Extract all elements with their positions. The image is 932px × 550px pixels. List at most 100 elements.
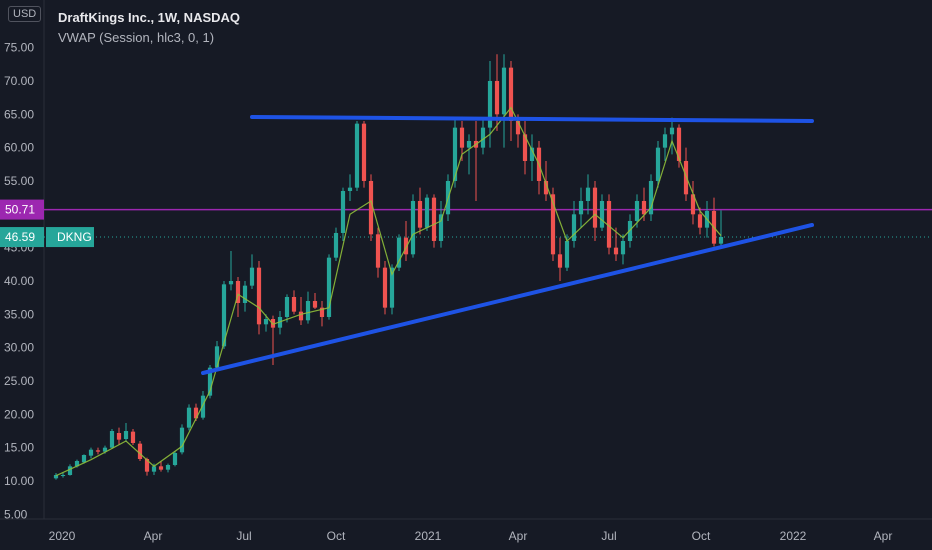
candle-body <box>641 200 647 215</box>
candle <box>508 60 514 141</box>
candle <box>592 180 598 241</box>
candle <box>606 194 612 255</box>
candle-body <box>515 120 521 135</box>
indicator-label: VWAP (Session, hlc3, 0, 1) <box>58 30 215 45</box>
candle-body <box>571 214 577 241</box>
candle-body <box>368 180 374 235</box>
candle <box>284 294 290 323</box>
candle-body <box>305 300 311 321</box>
candle-body <box>459 127 465 148</box>
candle <box>109 428 115 449</box>
candle-body <box>648 180 654 215</box>
candle-body <box>578 200 584 215</box>
chart-header: DraftKings Inc., 1W, NASDAQ VWAP (Sessio… <box>58 8 240 48</box>
x-tick-label: Oct <box>692 529 711 543</box>
candle <box>529 134 535 181</box>
candle <box>417 187 423 235</box>
x-tick-label: 2021 <box>415 529 442 543</box>
candle <box>60 472 66 478</box>
candle <box>165 463 171 473</box>
candle-body <box>102 447 108 452</box>
x-tick-label: Apr <box>144 529 163 543</box>
x-tick-label: 2020 <box>49 529 76 543</box>
candle <box>81 454 87 464</box>
candle-body <box>186 407 192 428</box>
candle-body <box>221 284 227 347</box>
candle <box>291 290 297 315</box>
candle <box>130 428 136 445</box>
candle-body <box>655 147 661 181</box>
candle <box>298 296 304 325</box>
y-tick-label: 70.00 <box>4 74 34 88</box>
candle <box>305 291 311 324</box>
y-tick-label: 75.00 <box>4 41 34 55</box>
current-price-box <box>0 227 44 248</box>
candle <box>396 234 402 271</box>
candle-body <box>620 240 626 255</box>
candle-body <box>333 232 339 258</box>
y-tick-label: 65.00 <box>4 107 34 121</box>
candle <box>116 427 122 445</box>
candle-body <box>326 257 332 317</box>
candle-body <box>508 67 514 121</box>
candle-body <box>74 460 80 467</box>
candle <box>88 447 94 459</box>
candle <box>249 254 255 289</box>
candle-body <box>137 443 143 459</box>
ticker-tag-box <box>46 227 94 248</box>
candle <box>67 464 73 476</box>
candle-body <box>298 311 304 321</box>
candle <box>711 197 717 247</box>
x-tick-label: Apr <box>874 529 893 543</box>
x-tick-label: Jul <box>236 529 251 543</box>
candle-body <box>438 214 444 241</box>
candle-body <box>179 427 185 453</box>
candle-body <box>312 300 318 308</box>
candle-body <box>340 190 346 233</box>
ticker-tag-label: DKNG <box>57 230 92 244</box>
x-tick-label: Jul <box>601 529 616 543</box>
candle <box>655 140 661 188</box>
candle <box>690 180 696 225</box>
candle-body <box>487 80 493 128</box>
current-price-label: 46.59 <box>5 230 35 244</box>
candle <box>382 260 388 315</box>
candle <box>648 174 654 221</box>
candle-body <box>158 466 164 470</box>
candle-body <box>564 240 570 268</box>
candle <box>326 254 332 320</box>
candle <box>53 472 59 480</box>
candle-body <box>256 267 262 325</box>
candle <box>263 314 269 332</box>
candle <box>522 120 528 175</box>
candle-body <box>676 127 682 161</box>
y-tick-label: 60.00 <box>4 141 34 155</box>
y-tick-label: 5.00 <box>4 507 28 521</box>
candle-body <box>291 296 297 312</box>
candle-body <box>669 127 675 135</box>
candle <box>585 174 591 215</box>
candle <box>172 450 178 467</box>
candle-body <box>228 280 234 285</box>
candle-body <box>431 197 437 241</box>
candle <box>662 127 668 161</box>
candle-body <box>347 187 353 191</box>
candle <box>347 174 353 201</box>
candle-body <box>690 194 696 215</box>
candle-body <box>130 431 136 443</box>
candle-body <box>389 267 395 308</box>
candle-body <box>361 123 367 181</box>
candle-body <box>235 280 241 303</box>
candle-body <box>543 180 549 195</box>
candle <box>221 280 227 349</box>
candle <box>137 440 143 461</box>
candle-body <box>634 200 640 221</box>
candle-body <box>354 123 360 188</box>
y-tick-label: 30.00 <box>4 341 34 355</box>
candle <box>620 234 626 265</box>
candle-body <box>67 466 73 475</box>
candle-body <box>480 127 486 148</box>
candle-body <box>718 236 724 244</box>
